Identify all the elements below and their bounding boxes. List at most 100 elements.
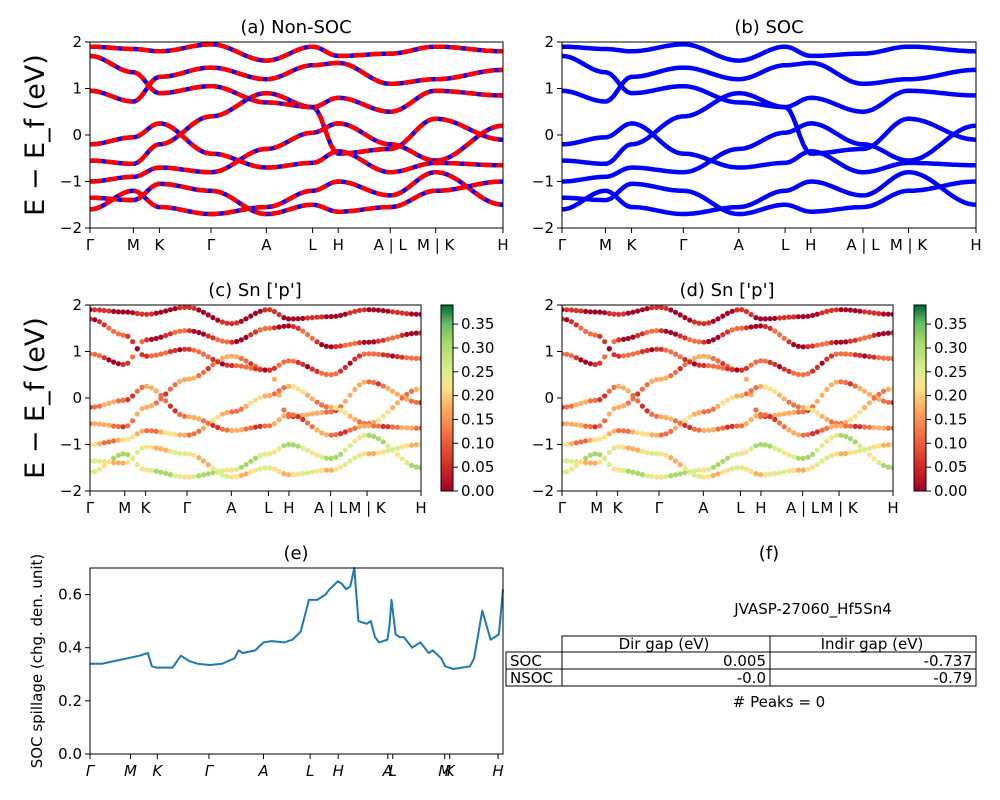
projected-band-point xyxy=(819,341,825,347)
projected-band-point xyxy=(205,354,211,360)
band-line-soc xyxy=(562,121,976,184)
projected-band-point xyxy=(271,308,277,315)
projected-band-point xyxy=(139,428,145,434)
projected-band-point xyxy=(375,307,381,313)
panel-f-title: (f) xyxy=(759,543,779,564)
projected-band-point xyxy=(111,438,117,444)
projected-band-point xyxy=(243,358,249,364)
colorbar-tick-label: 0.30 xyxy=(934,339,967,357)
projected-band-point xyxy=(139,339,145,345)
projected-band-point xyxy=(286,316,292,322)
projected-band-point xyxy=(748,362,754,368)
projected-band-point xyxy=(219,361,225,367)
band-line-soc xyxy=(562,121,976,175)
projected-band-point xyxy=(177,411,183,417)
projected-band-point xyxy=(616,353,622,359)
projected-band-point xyxy=(620,385,627,391)
colorbar-tick-label: 0.05 xyxy=(461,458,494,476)
projected-band-point xyxy=(163,350,169,356)
projected-band-point xyxy=(148,444,155,450)
projected-band-point xyxy=(366,432,372,438)
projected-band-point xyxy=(620,467,627,473)
projected-band-point xyxy=(587,361,594,367)
projected-band-point xyxy=(408,388,415,394)
projected-band-point xyxy=(342,447,348,453)
projected-band-point xyxy=(871,444,877,450)
projected-band-point xyxy=(729,453,735,459)
projected-band-point xyxy=(276,417,282,423)
projected-band-point xyxy=(352,425,358,431)
projected-band-point xyxy=(215,317,221,323)
projected-band-point xyxy=(295,386,301,392)
projected-band-point xyxy=(380,352,386,358)
projected-band-point xyxy=(248,400,254,406)
projected-band-point xyxy=(691,355,698,361)
projected-band-point xyxy=(748,392,754,398)
projected-band-point xyxy=(92,469,98,475)
xtick-label: H xyxy=(283,499,294,517)
projected-band-point xyxy=(390,353,396,359)
projected-band-point xyxy=(153,400,159,406)
band-line-nsoc xyxy=(90,179,503,217)
projected-band-point xyxy=(229,409,235,415)
projected-band-point xyxy=(219,472,225,478)
projected-band-point xyxy=(791,370,797,376)
projected-band-point xyxy=(210,422,216,428)
projected-band-point xyxy=(252,397,259,403)
projected-band-point xyxy=(606,346,612,352)
ytick-label: −1 xyxy=(532,436,554,454)
projected-band-point xyxy=(243,461,249,468)
projected-band-point xyxy=(234,474,240,480)
material-id: JVASP-27060_Hf5Sn4 xyxy=(733,600,892,619)
projected-band-point xyxy=(234,363,240,369)
projected-band-point xyxy=(583,455,589,461)
projected-band-point xyxy=(267,393,273,399)
projected-band-point xyxy=(753,413,759,419)
projected-band-point xyxy=(90,421,93,427)
projected-band-point xyxy=(300,361,306,367)
ytick-label: 1 xyxy=(72,343,82,361)
projected-band-point xyxy=(257,308,263,314)
table-row-soc-indir: -0.737 xyxy=(924,652,972,670)
projected-band-point xyxy=(691,319,698,325)
projected-band-point xyxy=(418,311,421,317)
projected-band-point xyxy=(361,307,367,313)
projected-band-point xyxy=(153,352,159,358)
panel-d-colorbar xyxy=(913,304,927,492)
projected-band-point xyxy=(404,396,410,402)
projected-band-point xyxy=(762,316,768,322)
xtick-label: K xyxy=(613,499,624,517)
projected-band-point xyxy=(791,314,797,320)
projected-band-point xyxy=(819,413,825,419)
xtick-label: H xyxy=(970,236,981,254)
projected-band-point xyxy=(229,339,235,345)
projected-band-point xyxy=(167,431,173,437)
projected-band-point xyxy=(96,353,103,359)
projected-band-point xyxy=(810,464,816,470)
projected-band-point xyxy=(583,438,589,444)
table-row-nsoc-label: NSOC xyxy=(510,669,553,687)
projected-band-point xyxy=(352,356,358,362)
projected-band-point xyxy=(271,325,277,331)
projected-band-point xyxy=(333,313,339,319)
projected-band-point xyxy=(852,308,858,314)
projected-band-point xyxy=(333,405,339,411)
ytick-label: 0 xyxy=(72,389,82,407)
projected-band-point xyxy=(592,460,598,466)
projected-band-point xyxy=(597,423,603,429)
projected-band-point xyxy=(663,431,669,437)
projected-band-point xyxy=(843,433,849,439)
projected-band-point xyxy=(90,441,93,448)
projected-band-point xyxy=(238,406,244,412)
projected-band-point xyxy=(309,450,315,456)
projected-band-point xyxy=(90,307,93,313)
projected-band-point xyxy=(111,308,117,314)
projected-band-point xyxy=(691,468,698,474)
projected-band-point xyxy=(182,305,188,310)
projected-band-point xyxy=(191,375,197,381)
projected-band-point xyxy=(687,337,693,343)
xtick-label: K xyxy=(627,236,638,254)
projected-band-point xyxy=(394,391,400,397)
projected-band-point xyxy=(371,450,377,457)
